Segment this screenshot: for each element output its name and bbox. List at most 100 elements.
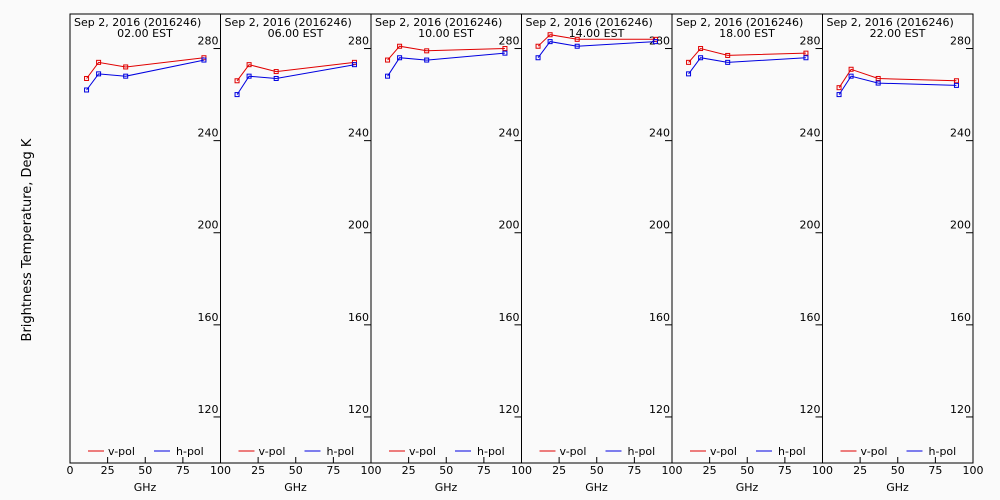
x-tick-label: 75 <box>477 464 491 477</box>
h-pol-point <box>234 92 240 98</box>
x-tick-label: 25 <box>703 464 717 477</box>
h-pol-point <box>502 50 508 56</box>
legend-h-pol-label: h-pol <box>327 445 355 458</box>
y-tick-label: 240 <box>499 127 520 140</box>
panel-time: 02.00 EST <box>117 27 173 40</box>
v-pol-line <box>236 61 355 82</box>
y-tick-label: 240 <box>198 127 219 140</box>
y-tick-label: 160 <box>800 311 821 324</box>
x-axis-label: GHz <box>736 481 759 494</box>
panel-frame <box>521 13 673 464</box>
panel-date: Sep 2, 2016 (2016246) <box>74 16 201 29</box>
h-pol-point <box>574 43 580 49</box>
y-tick-label: 200 <box>198 219 219 232</box>
panel-date: Sep 2, 2016 (2016246) <box>225 16 352 29</box>
h-pol-line <box>838 75 957 95</box>
h-pol-point <box>535 55 541 61</box>
v-pol-point <box>246 62 252 68</box>
y-tick-label: 120 <box>649 403 670 416</box>
y-tick-label: 280 <box>649 35 670 48</box>
y-tick-label: 200 <box>649 219 670 232</box>
x-tick-label: 75 <box>928 464 942 477</box>
x-tick-label: 25 <box>552 464 566 477</box>
y-tick-label: 240 <box>800 127 821 140</box>
h-pol-line <box>387 52 505 77</box>
y-tick-label: 120 <box>499 403 520 416</box>
y-tick-label: 160 <box>499 311 520 324</box>
h-pol-point <box>385 73 391 79</box>
h-pol-point <box>698 55 704 61</box>
y-tick-label: 200 <box>800 219 821 232</box>
x-tick-label: 25 <box>402 464 416 477</box>
v-pol-point <box>234 78 240 84</box>
v-pol-point <box>875 75 881 81</box>
y-tick-label: 160 <box>198 311 219 324</box>
panel-frame <box>220 13 372 464</box>
v-pol-point <box>424 48 430 54</box>
h-pol-line <box>537 41 656 58</box>
y-tick-label: 280 <box>348 35 369 48</box>
x-axis-label: GHz <box>585 481 608 494</box>
legend-h-pol-label: h-pol <box>477 445 505 458</box>
x-tick-label: 50 <box>891 464 905 477</box>
legend-h-pol-label: h-pol <box>176 445 204 458</box>
h-pol-point <box>953 82 959 88</box>
y-tick-label: 280 <box>800 35 821 48</box>
y-tick-label: 120 <box>800 403 821 416</box>
x-tick-label: 50 <box>740 464 754 477</box>
v-pol-point <box>84 75 90 81</box>
y-tick-label: 240 <box>950 127 971 140</box>
x-tick-label: 75 <box>326 464 340 477</box>
h-pol-point <box>803 55 809 61</box>
x-tick-label: 25 <box>101 464 115 477</box>
y-tick-label: 120 <box>198 403 219 416</box>
x-tick-label: 100 <box>210 464 231 477</box>
h-pol-point <box>351 62 357 68</box>
h-pol-point <box>96 71 102 77</box>
v-pol-point <box>385 57 391 63</box>
panel-time: 14.00 EST <box>569 27 625 40</box>
h-pol-point <box>424 57 430 63</box>
x-axis-label: GHz <box>435 481 458 494</box>
y-axis-label: Brightness Temperature, Deg K <box>20 138 35 341</box>
panel-frame <box>822 13 974 464</box>
y-tick-label: 280 <box>499 35 520 48</box>
y-tick-label: 240 <box>649 127 670 140</box>
v-pol-line <box>838 68 957 88</box>
x-tick-label: 25 <box>251 464 265 477</box>
y-tick-label: 280 <box>950 35 971 48</box>
v-pol-point <box>686 59 692 65</box>
h-pol-line <box>86 59 205 91</box>
h-pol-point <box>273 75 279 81</box>
panel-time: 06.00 EST <box>268 27 324 40</box>
panel-6: Sep 2, 2016 (2016246)22.00 EST 120 160 200 2… <box>822 13 984 494</box>
x-axis-label: GHz <box>134 481 157 494</box>
legend-v-pol-label: v-pol <box>710 445 737 458</box>
panel-date: Sep 2, 2016 (2016246) <box>375 16 502 29</box>
y-tick-label: 240 <box>348 127 369 140</box>
v-pol-point <box>96 59 102 65</box>
h-pol-point <box>875 80 881 86</box>
panel-2: Sep 2, 2016 (2016246)06.00 EST 120 160 200 2… <box>220 13 382 494</box>
x-tick-label: 25 <box>853 464 867 477</box>
legend-v-pol-label: v-pol <box>560 445 587 458</box>
x-tick-label: 100 <box>361 464 382 477</box>
chart-panels: Sep 2, 2016 (2016246)02.00 EST1201602002… <box>67 13 984 494</box>
x-tick-label: 100 <box>511 464 532 477</box>
x-tick-label: 100 <box>963 464 984 477</box>
v-pol-point <box>803 50 809 56</box>
v-pol-line <box>86 57 204 79</box>
v-pol-line <box>387 45 505 61</box>
panel-date: Sep 2, 2016 (2016246) <box>676 16 803 29</box>
h-pol-point <box>123 73 129 79</box>
panel-4: Sep 2, 2016 (2016246)14.00 EST 120 160 200 2… <box>521 13 683 494</box>
x-tick-label: 75 <box>778 464 792 477</box>
h-pol-line <box>236 64 355 95</box>
h-pol-point <box>652 39 658 45</box>
h-pol-point <box>84 87 90 93</box>
x-axis-label: GHz <box>886 481 909 494</box>
v-pol-point <box>725 52 731 58</box>
y-tick-label: 200 <box>499 219 520 232</box>
v-pol-point <box>848 66 854 72</box>
